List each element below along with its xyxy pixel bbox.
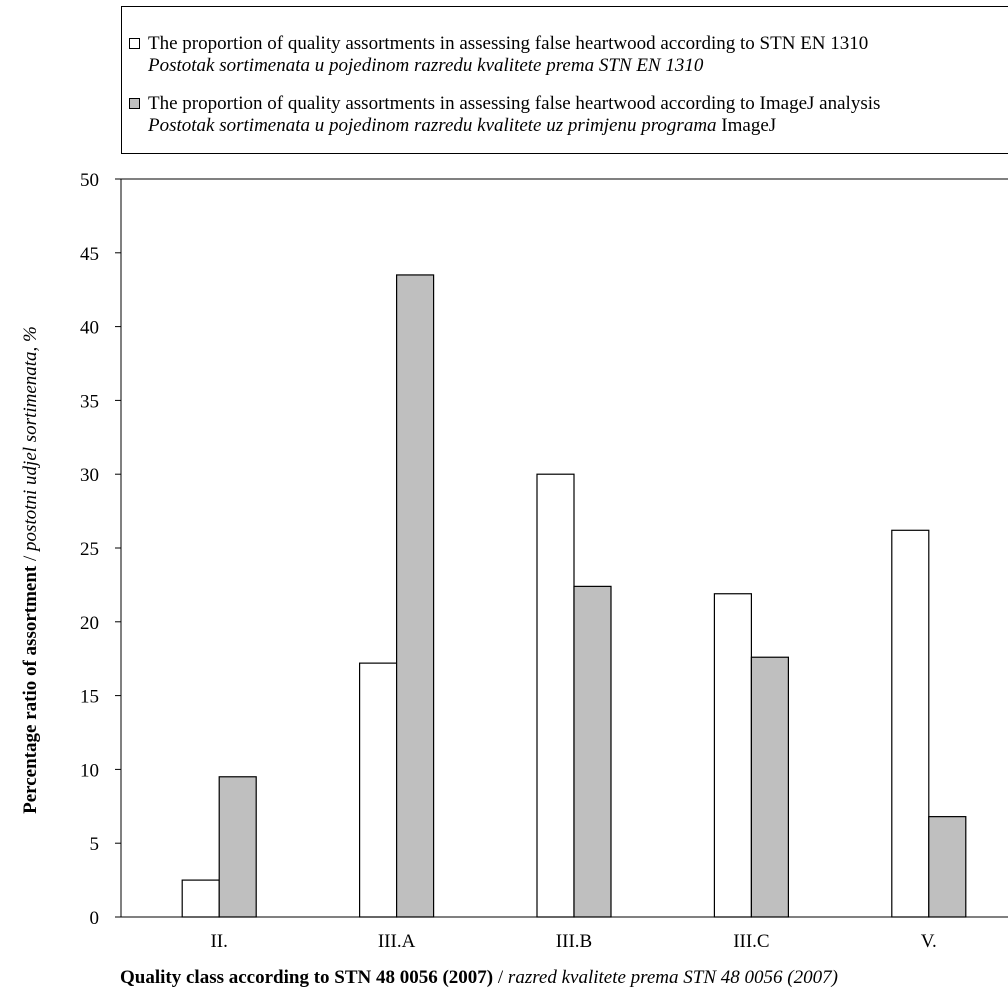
y-tick-label: 5 [90,834,100,855]
legend-entry-stn: The proportion of quality assortments in… [129,33,869,77]
y-axis-label-main: Percentage ratio of assortment [20,565,41,814]
y-axis-label-sep: / [20,550,41,566]
bar-imagej [928,816,967,918]
legend-label-imagej-hr-prefix: Postotak sortimenata u pojedinom razredu… [148,115,717,136]
bar-imagej [218,776,257,918]
bar-imagej [396,274,435,918]
y-tick-label: 35 [80,391,99,412]
x-tick-label: V. [921,931,937,952]
legend: The proportion of quality assortments in… [121,6,1008,154]
x-axis-label-sep: / [493,967,508,988]
y-tick-label: 45 [80,244,99,265]
y-tick-label: 15 [80,687,99,708]
bar-imagej [573,585,612,918]
bar-stn [359,662,398,918]
x-axis-label-alt: razred kvalitete prema STN 48 0056 (2007… [507,967,838,988]
y-tick-label: 20 [80,613,99,634]
bar-stn [713,593,753,918]
y-tick-label: 10 [80,760,99,781]
legend-label-imagej-hr-suffix: ImageJ [721,115,777,136]
legend-swatch-imagej [129,98,140,109]
x-tick-label: III.A [378,931,416,952]
x-tick-label: III.B [556,931,592,952]
legend-entry-imagej: The proportion of quality assortments in… [129,93,881,137]
bar-imagej [750,656,790,918]
legend-label-stn: The proportion of quality assortments in… [148,33,869,54]
y-tick-label: 25 [80,539,99,560]
legend-swatch-stn [129,38,140,49]
bar-stn [536,473,575,918]
y-tick-label: 0 [90,908,100,929]
bar-stn [181,879,220,918]
legend-label-imagej: The proportion of quality assortments in… [148,93,881,114]
y-tick-label: 50 [80,170,99,191]
x-axis-label-main: Quality class according to STN 48 0056 (… [120,967,494,988]
x-axis-label: Quality class according to STN 48 0056 (… [120,967,838,989]
legend-label-imagej-hr: Postotak sortimenata u pojedinom razredu… [148,115,880,137]
y-tick-label: 30 [80,465,99,486]
x-tick-label: III.C [733,931,769,952]
y-tick-label: 40 [80,318,99,339]
x-tick-label: II. [210,931,227,952]
y-axis-label: Percentage ratio of assortment / postotn… [20,326,42,814]
bar-stn [891,529,930,918]
y-axis-label-alt: postotni udjel sortimenata, % [20,326,41,551]
legend-label-stn-hr: Postotak sortimenata u pojedinom razredu… [148,55,704,76]
